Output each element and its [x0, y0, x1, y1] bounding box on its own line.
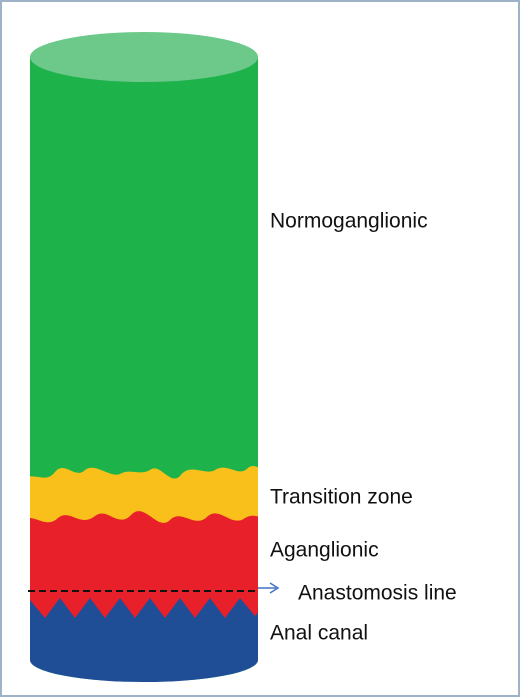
anal-canal-segment: [30, 598, 258, 682]
aganglionic-segment: [30, 511, 258, 620]
zone-label: Normoganglionic: [270, 210, 428, 233]
zone-label: Aganglionic: [270, 539, 379, 562]
arrow-head: [269, 582, 280, 594]
cylinder: [30, 57, 258, 682]
zone-label: Transition zone: [270, 486, 413, 509]
cylinder-top: [30, 32, 258, 82]
anastomosis-label: Anastomosis line: [298, 582, 457, 605]
zone-label: Anal canal: [270, 622, 368, 645]
